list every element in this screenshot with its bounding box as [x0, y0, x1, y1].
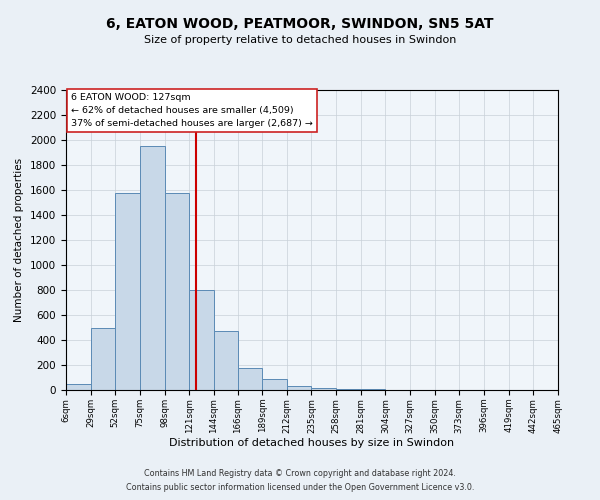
Text: Size of property relative to detached houses in Swindon: Size of property relative to detached ho…: [144, 35, 456, 45]
Text: Contains HM Land Registry data © Crown copyright and database right 2024.: Contains HM Land Registry data © Crown c…: [144, 468, 456, 477]
Bar: [336, 389, 361, 390]
Bar: [164, 192, 189, 390]
Y-axis label: Number of detached properties: Number of detached properties: [14, 158, 25, 322]
Bar: [115, 192, 140, 390]
Text: Contains public sector information licensed under the Open Government Licence v3: Contains public sector information licen…: [126, 484, 474, 492]
Bar: [214, 331, 238, 390]
Bar: [311, 388, 336, 390]
Bar: [287, 386, 311, 390]
Bar: [189, 290, 214, 390]
Text: 6, EATON WOOD, PEATMOOR, SWINDON, SN5 5AT: 6, EATON WOOD, PEATMOOR, SWINDON, SN5 5A…: [106, 18, 494, 32]
Bar: [91, 328, 115, 390]
Bar: [66, 384, 91, 390]
Text: 6 EATON WOOD: 127sqm
← 62% of detached houses are smaller (4,509)
37% of semi-de: 6 EATON WOOD: 127sqm ← 62% of detached h…: [71, 93, 313, 128]
X-axis label: Distribution of detached houses by size in Swindon: Distribution of detached houses by size …: [169, 438, 455, 448]
Bar: [262, 379, 287, 390]
Bar: [140, 146, 164, 390]
Bar: [238, 368, 262, 390]
